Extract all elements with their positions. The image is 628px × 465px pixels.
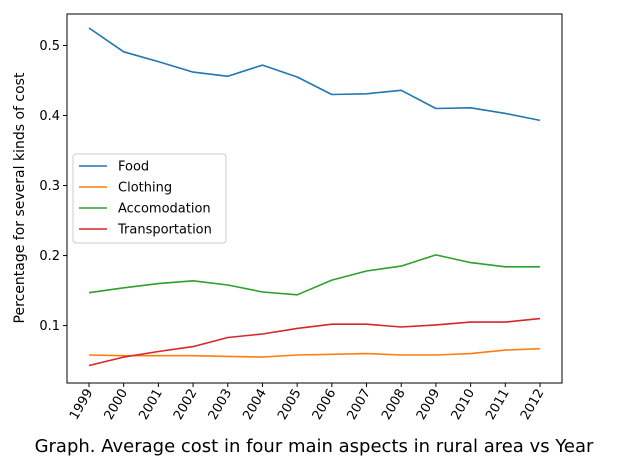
x-tick-label: 2012 (518, 387, 548, 423)
y-tick-label: 0.1 (39, 319, 60, 334)
x-tick-label: 2007 (344, 387, 374, 423)
y-tick-label: 0.2 (39, 249, 60, 264)
legend-label-clothing: Clothing (118, 181, 172, 196)
x-axis-label: Graph. Average cost in four main aspects… (35, 436, 594, 457)
legend-label-food: Food (118, 160, 149, 175)
series-line-clothing (88, 347, 541, 358)
x-tick-label: 2008 (379, 387, 409, 423)
series-line-food (88, 27, 541, 122)
x-tick-label: 2006 (310, 387, 340, 423)
x-tick-label: 2000 (102, 387, 132, 423)
y-tick-label: 0.3 (39, 179, 60, 194)
legend-label-transportation: Transportation (117, 223, 212, 238)
plot-frame (66, 13, 563, 384)
x-tick-label: 2002 (171, 387, 201, 423)
series-layer (88, 27, 541, 367)
legend-frame (72, 153, 227, 244)
x-tick-label: 2003 (206, 387, 236, 423)
y-tick-label: 0.5 (39, 39, 60, 54)
x-tick-label: 1999 (67, 387, 97, 423)
series-line-accomodation (88, 254, 540, 296)
y-axis-label: Percentage for several kinds of cost (12, 72, 28, 323)
x-tick-label: 2010 (449, 387, 479, 423)
series-line-transportation (88, 317, 541, 367)
x-tick-label: 2009 (414, 387, 444, 423)
x-tick-label: 2004 (240, 387, 270, 423)
x-tick-label: 2001 (136, 387, 166, 423)
x-tick-label: 2005 (275, 387, 305, 423)
y-tick-label: 0.4 (39, 109, 60, 124)
legend: Food Clothing Accomodation Transportation (72, 153, 227, 244)
x-tick-label: 2011 (483, 387, 513, 423)
legend-label-accomodation: Accomodation (118, 202, 211, 217)
